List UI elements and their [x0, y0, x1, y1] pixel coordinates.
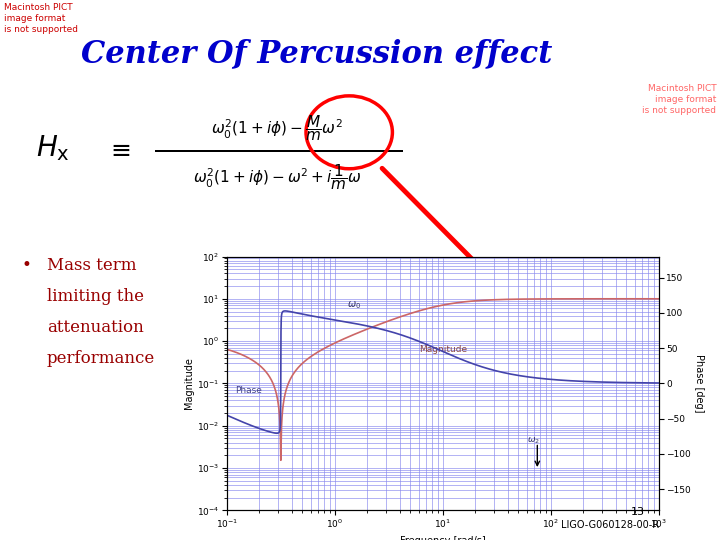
Text: $H_{\rm x}$: $H_{\rm x}$: [36, 133, 70, 164]
Text: $\equiv$: $\equiv$: [107, 137, 131, 160]
Text: limiting the: limiting the: [47, 288, 144, 305]
X-axis label: Frequency [rad/s]: Frequency [rad/s]: [400, 536, 486, 540]
Text: attenuation: attenuation: [47, 319, 143, 336]
Text: performance: performance: [47, 350, 155, 367]
Text: Center Of Percussion effect: Center Of Percussion effect: [81, 38, 552, 69]
Text: Macintosh PICT
image format
is not supported: Macintosh PICT image format is not suppo…: [642, 84, 716, 115]
Text: $\omega_0^2(1+i\phi)-\dfrac{M}{m}\omega^2$: $\omega_0^2(1+i\phi)-\dfrac{M}{m}\omega^…: [211, 113, 343, 144]
Y-axis label: Phase [deg]: Phase [deg]: [694, 354, 704, 413]
Text: Phase: Phase: [235, 386, 262, 395]
Y-axis label: Magnitude: Magnitude: [184, 357, 194, 409]
Text: LIGO-G060128-00-R: LIGO-G060128-00-R: [561, 520, 659, 530]
Text: Magnitude: Magnitude: [419, 345, 467, 354]
Text: $\omega_0^2(1+i\phi)-\omega^2+i\dfrac{1}{m}\omega$: $\omega_0^2(1+i\phi)-\omega^2+i\dfrac{1}…: [193, 162, 361, 192]
Text: Mass term: Mass term: [47, 256, 136, 273]
Text: $\omega_0$: $\omega_0$: [347, 299, 361, 310]
Text: 13: 13: [631, 507, 644, 517]
Text: •: •: [22, 256, 32, 274]
Text: $\omega_2$: $\omega_2$: [527, 436, 540, 446]
Text: Macintosh PICT
image format
is not supported: Macintosh PICT image format is not suppo…: [4, 3, 78, 34]
